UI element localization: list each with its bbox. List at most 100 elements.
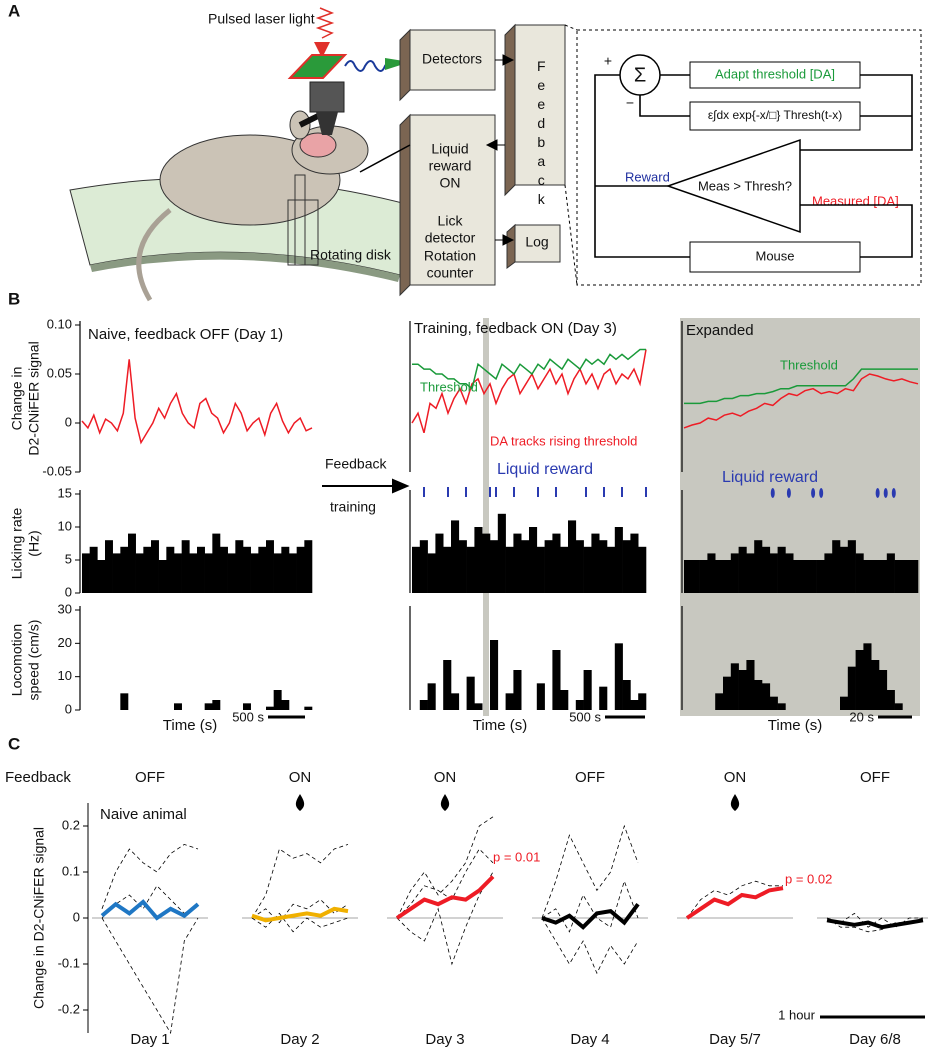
bar (220, 546, 228, 593)
laser-label: Pulsed laser light (208, 11, 315, 27)
io-label: counter (427, 265, 474, 281)
box-side (399, 113, 411, 297)
bar (824, 553, 833, 593)
bar (181, 540, 190, 593)
bar (151, 540, 159, 593)
bar (769, 696, 778, 710)
bar (250, 553, 259, 593)
bar (886, 690, 895, 710)
y-tick-label: -0.2 (58, 1001, 80, 1016)
box-side (399, 28, 411, 102)
y-tick-label: 30 (58, 601, 72, 616)
disk-label: Rotating disk (310, 247, 392, 263)
reward-mark (447, 487, 449, 497)
bar (723, 560, 732, 593)
reward-mark (875, 488, 880, 498)
dichroic (287, 54, 348, 79)
bar (474, 527, 483, 593)
detectors-box (409, 29, 496, 91)
bar (691, 560, 700, 593)
bar (204, 703, 213, 710)
bar (840, 546, 849, 593)
row-label: Feedback (5, 769, 71, 786)
bar (258, 546, 267, 593)
detectors-label: Detectors (422, 51, 482, 67)
bar (840, 696, 849, 710)
panel-label: A (8, 1, 20, 20)
reward-label: Reward (625, 169, 670, 184)
laser-pulse (315, 7, 335, 39)
bar (583, 670, 592, 710)
bar (189, 553, 198, 593)
io-label: Rotation (424, 248, 476, 264)
bar (894, 703, 903, 710)
bar (212, 700, 221, 710)
individual-trace (101, 843, 199, 909)
bar (174, 703, 182, 710)
reward-mark (603, 487, 605, 497)
y-tick-label: 10 (58, 668, 72, 683)
y-tick-label: 5 (65, 551, 72, 566)
bar (793, 560, 802, 593)
bar (801, 560, 810, 593)
box-side (504, 23, 516, 197)
bar (419, 540, 428, 593)
reward-drop (730, 794, 740, 811)
io-label: Lick (438, 213, 464, 229)
bar (575, 540, 584, 593)
bar (630, 700, 639, 710)
individual-trace (251, 912, 349, 933)
loop-lines (594, 74, 913, 258)
bar (427, 553, 436, 593)
tail (136, 208, 172, 302)
mean-trace (826, 918, 924, 930)
bar (754, 540, 763, 593)
bar (738, 546, 747, 593)
individual-trace (541, 917, 639, 975)
reward-label: Liquid reward (722, 469, 818, 486)
arrows (485, 54, 515, 246)
brain (299, 132, 337, 158)
mean-trace (100, 899, 200, 921)
compare-label: Meas > Thresh? (698, 178, 792, 193)
day-label: Day 2 (280, 1031, 319, 1048)
reward-mark (495, 487, 497, 497)
expanded-bg (680, 318, 920, 716)
trace (81, 359, 313, 445)
bar (273, 690, 282, 710)
io-label: detector (425, 230, 476, 246)
bar (243, 703, 251, 710)
bar (769, 553, 778, 593)
io-box (409, 114, 496, 286)
reward-label: Liquid reward (497, 461, 593, 478)
bar (419, 700, 428, 710)
y-tick-label: 10 (58, 518, 72, 533)
y-axis-label: Change in (9, 367, 25, 431)
y-tick-label: 0.05 (47, 365, 72, 380)
bar (762, 683, 771, 710)
y-tick-label: 20 (58, 635, 72, 650)
y-tick-label: -0.1 (58, 955, 80, 970)
y-tick-label: -0.05 (42, 463, 72, 478)
bar (281, 700, 290, 710)
reward-mark (585, 487, 587, 497)
bar (266, 706, 274, 710)
bar (197, 546, 205, 593)
bar (855, 553, 864, 593)
reward-mark (555, 487, 557, 497)
bar (412, 546, 421, 593)
plus-sign: + (604, 53, 612, 69)
bar (699, 560, 708, 593)
bar (458, 540, 467, 593)
bar (879, 560, 888, 593)
scale-bar-label: 1 hour (778, 1007, 816, 1022)
individual-trace (101, 917, 199, 1035)
panel-title: Training, feedback ON (Day 3) (414, 320, 617, 337)
mean-trace (395, 875, 495, 920)
bar (427, 683, 436, 710)
holder (287, 199, 319, 266)
bar (505, 693, 514, 710)
bar (902, 560, 911, 593)
day-label: Day 4 (570, 1031, 609, 1048)
